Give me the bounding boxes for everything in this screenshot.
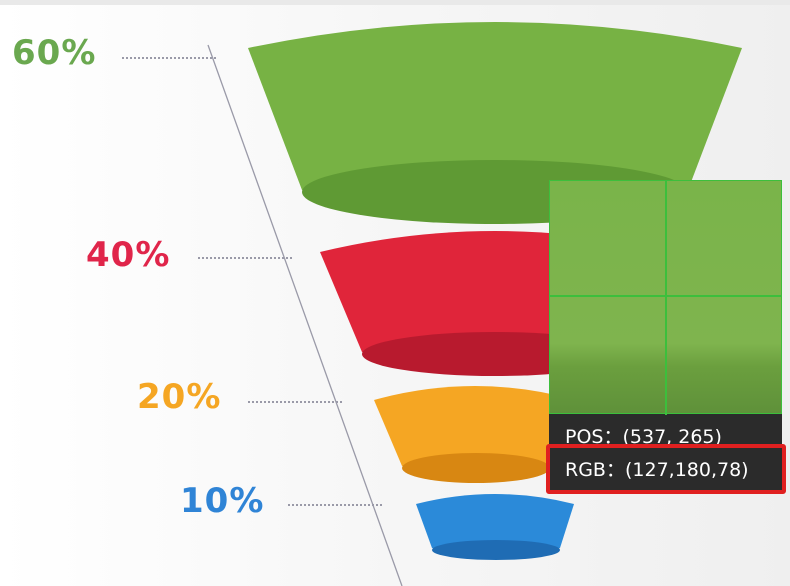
funnel-segment-20 [374,386,576,483]
crosshair-horizontal [550,295,782,297]
rgb-readout: RGB：(127,180,78) [565,459,749,481]
top-border [0,0,790,5]
pos-label: POS [565,426,604,448]
label-60-percent: 60% [12,36,96,70]
pos-value: (537, 265) [622,426,722,448]
label-40-text: 40% [86,235,171,275]
label-10-text: 10% [180,481,265,521]
label-40-percent: 40% [86,238,170,272]
diagonal-guide-line [207,44,403,586]
funnel-segment-60 [248,22,742,224]
label-20-percent: 20% [137,380,221,414]
color-picker-tooltip: POS：(537, 265) RGB：(127,180,78) [549,180,782,492]
pos-readout: POS：(537, 265) [565,426,722,448]
magnifier-preview [549,180,782,415]
label-20-text: 20% [137,377,222,417]
rgb-label: RGB [565,459,606,481]
crosshair-vertical [665,181,667,415]
funnel-segment-10 [416,494,574,560]
rgb-highlight-box [546,444,786,494]
label-10-percent: 10% [180,484,264,518]
rgb-value: (127,180,78) [624,459,749,481]
label-60-text: 60% [12,33,97,73]
